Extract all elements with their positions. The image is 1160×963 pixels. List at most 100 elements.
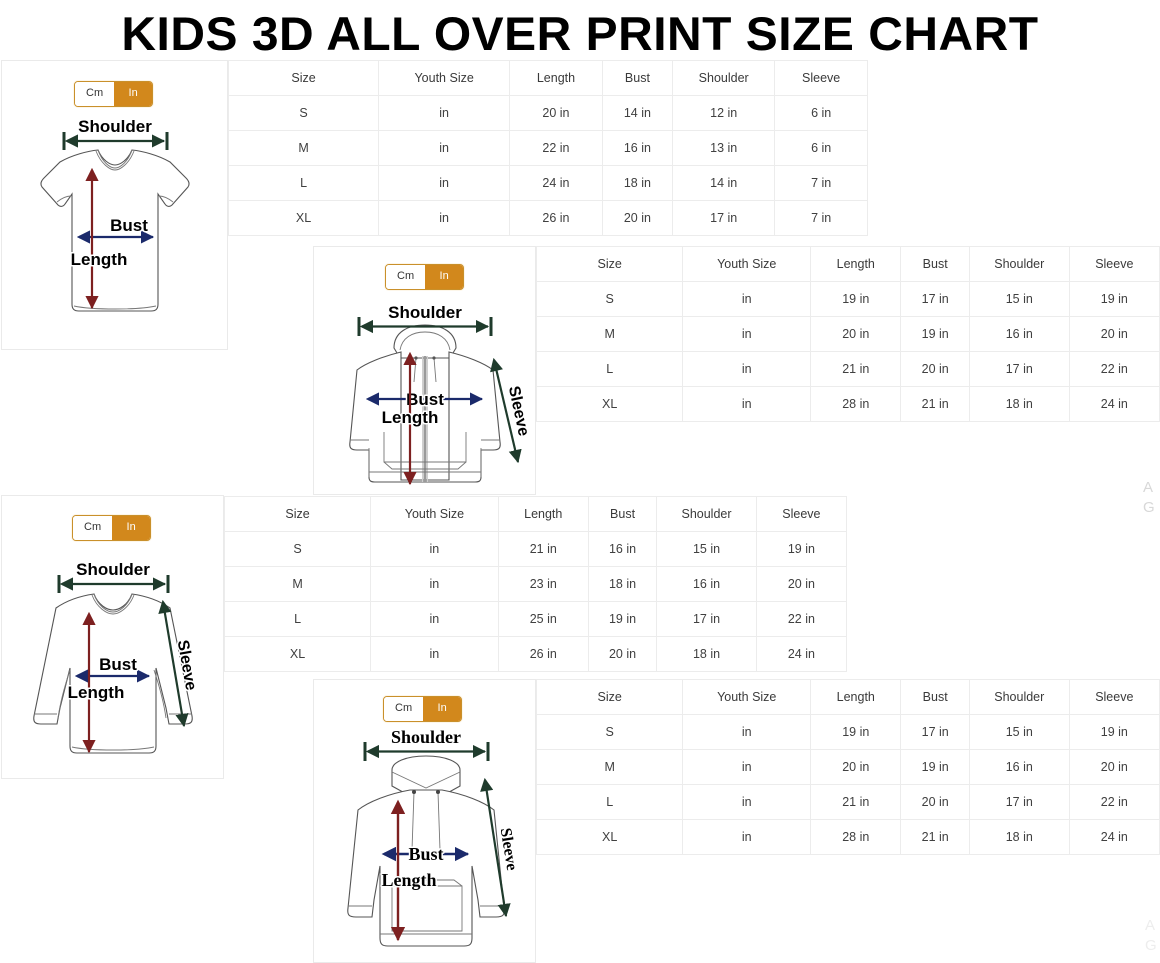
sleeve-measure-arrow	[480, 777, 511, 918]
table-row: L in 24 in 18 in 14 in 7 in	[227, 165, 868, 201]
col-header-size: Size	[223, 496, 372, 532]
cell-shoulder: 16 in	[968, 316, 1070, 352]
cell-size: L	[535, 351, 684, 387]
cell-sleeve: 20 in	[1068, 316, 1160, 352]
table-row: S in 20 in 14 in 12 in 6 in	[227, 95, 868, 131]
garment-diagram-long-sleeve-tee: Shoulder Bust Length Sleeve	[8, 558, 216, 774]
cell-youth: in	[370, 636, 499, 672]
garment-diagram-zip-hoodie: Shoulder Bust Length Sleeve	[322, 302, 534, 492]
col-header-length: Length	[810, 246, 902, 282]
cell-bust: 20 in	[587, 636, 658, 672]
cell-sleeve: 24 in	[1068, 819, 1160, 855]
cell-length: 23 in	[497, 566, 589, 602]
size-table-pullover-hoodie: Size Youth Size Length Bust Shoulder Sle…	[535, 679, 1160, 855]
col-header-youth: Youth Size	[682, 246, 812, 282]
cell-size: L	[227, 165, 380, 201]
shoulder-measure-arrow	[357, 317, 493, 336]
table-row: XL in 28 in 21 in 18 in 24 in	[535, 819, 1160, 855]
cell-youth: in	[682, 819, 812, 855]
cell-size: XL	[535, 819, 684, 855]
cell-size: XL	[223, 636, 372, 672]
garment-diagram-pullover-hoodie: Shoulder Bust Length Sleeve	[322, 726, 530, 960]
col-header-shoulder: Shoulder	[968, 246, 1070, 282]
unit-toggle-in-option[interactable]: In	[423, 697, 462, 721]
cell-size: S	[223, 531, 372, 567]
sleeve-label: Sleeve	[505, 384, 532, 437]
cell-shoulder: 18 in	[656, 636, 757, 672]
cell-length: 20 in	[810, 749, 902, 785]
shoulder-measure-arrow	[363, 742, 490, 761]
cell-youth: in	[682, 784, 812, 820]
cell-shoulder: 17 in	[968, 784, 1070, 820]
shoulder-label: Shoulder	[391, 727, 461, 747]
unit-toggle-in-option[interactable]: In	[114, 82, 153, 106]
unit-toggle-cm-option[interactable]: Cm	[75, 82, 115, 106]
col-header-size: Size	[535, 246, 684, 282]
shoulder-measure-arrow	[62, 132, 169, 150]
cell-shoulder: 15 in	[968, 281, 1070, 317]
cell-youth: in	[378, 200, 511, 236]
table-header-row: Size Youth Size Length Bust Shoulder Sle…	[535, 679, 1160, 715]
cell-bust: 16 in	[601, 130, 674, 166]
unit-toggle-cm-option[interactable]: Cm	[384, 697, 424, 721]
cell-bust: 18 in	[601, 165, 674, 201]
cell-size: M	[535, 749, 684, 785]
cell-sleeve: 22 in	[1068, 351, 1160, 387]
clipped-edge-line-1: A	[1145, 917, 1156, 934]
table-row: S in 19 in 17 in 15 in 19 in	[535, 281, 1160, 317]
table-row: XL in 26 in 20 in 17 in 7 in	[227, 200, 868, 236]
table-row: L in 25 in 19 in 17 in 22 in	[223, 601, 848, 637]
unit-toggle-in-option[interactable]: In	[112, 516, 151, 540]
cell-shoulder: 14 in	[672, 165, 776, 201]
cell-shoulder: 12 in	[672, 95, 776, 131]
col-header-shoulder: Shoulder	[672, 60, 776, 96]
cell-sleeve: 6 in	[774, 95, 868, 131]
cell-length: 28 in	[810, 386, 902, 422]
cell-bust: 14 in	[601, 95, 674, 131]
cell-length: 21 in	[497, 531, 589, 567]
cell-length: 20 in	[509, 95, 603, 131]
cell-sleeve: 20 in	[1068, 749, 1160, 785]
unit-toggle-t-shirt[interactable]: Cm In	[74, 81, 154, 107]
cell-size: M	[223, 566, 372, 602]
table-row: M in 20 in 19 in 16 in 20 in	[535, 749, 1160, 785]
col-header-length: Length	[497, 496, 589, 532]
cell-bust: 18 in	[587, 566, 658, 602]
length-label: Length	[68, 683, 125, 702]
cell-youth: in	[682, 281, 812, 317]
cell-bust: 20 in	[601, 200, 674, 236]
unit-toggle-in-option[interactable]: In	[425, 265, 464, 289]
shoulder-label: Shoulder	[388, 303, 462, 322]
cell-sleeve: 24 in	[755, 636, 848, 672]
col-header-bust: Bust	[900, 246, 970, 282]
unit-toggle-pullover-hoodie[interactable]: Cm In	[383, 696, 463, 722]
length-label: Length	[381, 870, 436, 890]
unit-toggle-cm-option[interactable]: Cm	[386, 265, 426, 289]
bust-label: Bust	[406, 390, 444, 409]
cell-size: M	[535, 316, 684, 352]
sleeve-label: Sleeve	[497, 827, 520, 872]
garment-diagram-t-shirt: Shoulder Bust Length	[10, 116, 220, 343]
cell-sleeve: 19 in	[755, 531, 848, 567]
col-header-youth: Youth Size	[378, 60, 511, 96]
cell-length: 19 in	[810, 714, 902, 750]
table-row: M in 20 in 19 in 16 in 20 in	[535, 316, 1160, 352]
table-row: M in 23 in 18 in 16 in 20 in	[223, 566, 848, 602]
unit-toggle-long-sleeve-tee[interactable]: Cm In	[72, 515, 152, 541]
cell-bust: 20 in	[900, 784, 970, 820]
cell-shoulder: 15 in	[656, 531, 757, 567]
col-header-bust: Bust	[601, 60, 674, 96]
cell-sleeve: 7 in	[774, 200, 868, 236]
size-table-zip-hoodie: Size Youth Size Length Bust Shoulder Sle…	[535, 246, 1160, 422]
col-header-length: Length	[509, 60, 603, 96]
col-header-sleeve: Sleeve	[1068, 246, 1160, 282]
unit-toggle-cm-option[interactable]: Cm	[73, 516, 113, 540]
sleeve-measure-arrow	[490, 357, 522, 464]
sleeve-measure-arrow	[158, 599, 189, 728]
cell-youth: in	[682, 316, 812, 352]
cell-shoulder: 17 in	[968, 351, 1070, 387]
unit-toggle-zip-hoodie[interactable]: Cm In	[385, 264, 465, 290]
shoulder-label: Shoulder	[76, 560, 150, 579]
cell-size: S	[535, 281, 684, 317]
cell-sleeve: 20 in	[755, 566, 848, 602]
